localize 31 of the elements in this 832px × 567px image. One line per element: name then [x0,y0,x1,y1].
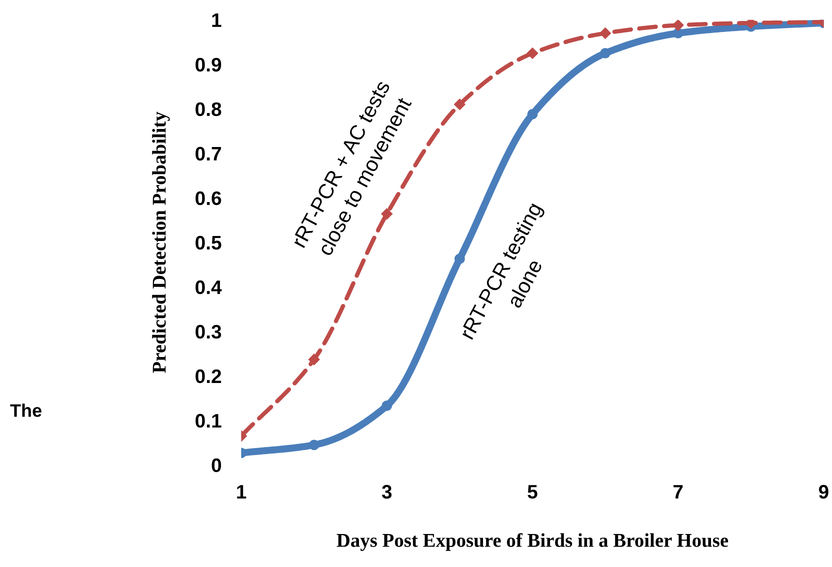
point [672,28,684,38]
x-tick-label: 3 [382,484,392,499]
y-tick-label: 0.7 [196,146,221,161]
y-tick-label: 0.6 [196,191,222,206]
point [527,108,538,120]
point [672,20,684,31]
y-tick-label: 0.9 [196,58,222,72]
y-tick-label: 0.4 [196,280,222,294]
y-tick-label: 0.2 [196,369,222,384]
point [308,354,320,366]
point [308,440,320,450]
y-tick-label: 0 [212,458,222,472]
y-tick-label: 0.5 [196,236,222,250]
text: The [10,404,42,417]
point [381,208,392,220]
y-tick-label: 0.1 [196,414,222,428]
x-tick-label: 1 [237,485,246,498]
point [600,48,610,58]
x-axis-title: Days Post Exposure of Birds in a Broiler House [336,533,728,551]
x-tick-label: 7 [674,485,683,498]
point [382,400,392,411]
y-tick-label: 0.8 [196,102,222,116]
x-tick-label: 5 [528,485,538,499]
y-axis-title: Predicted Detection Probability [152,112,170,373]
point [526,48,538,59]
y-tick-label: 1 [212,14,222,27]
x-tick-label: 9 [818,484,828,499]
y-tick-label: 0.3 [196,324,222,339]
point [600,28,611,39]
point [454,254,465,264]
point [454,98,466,110]
